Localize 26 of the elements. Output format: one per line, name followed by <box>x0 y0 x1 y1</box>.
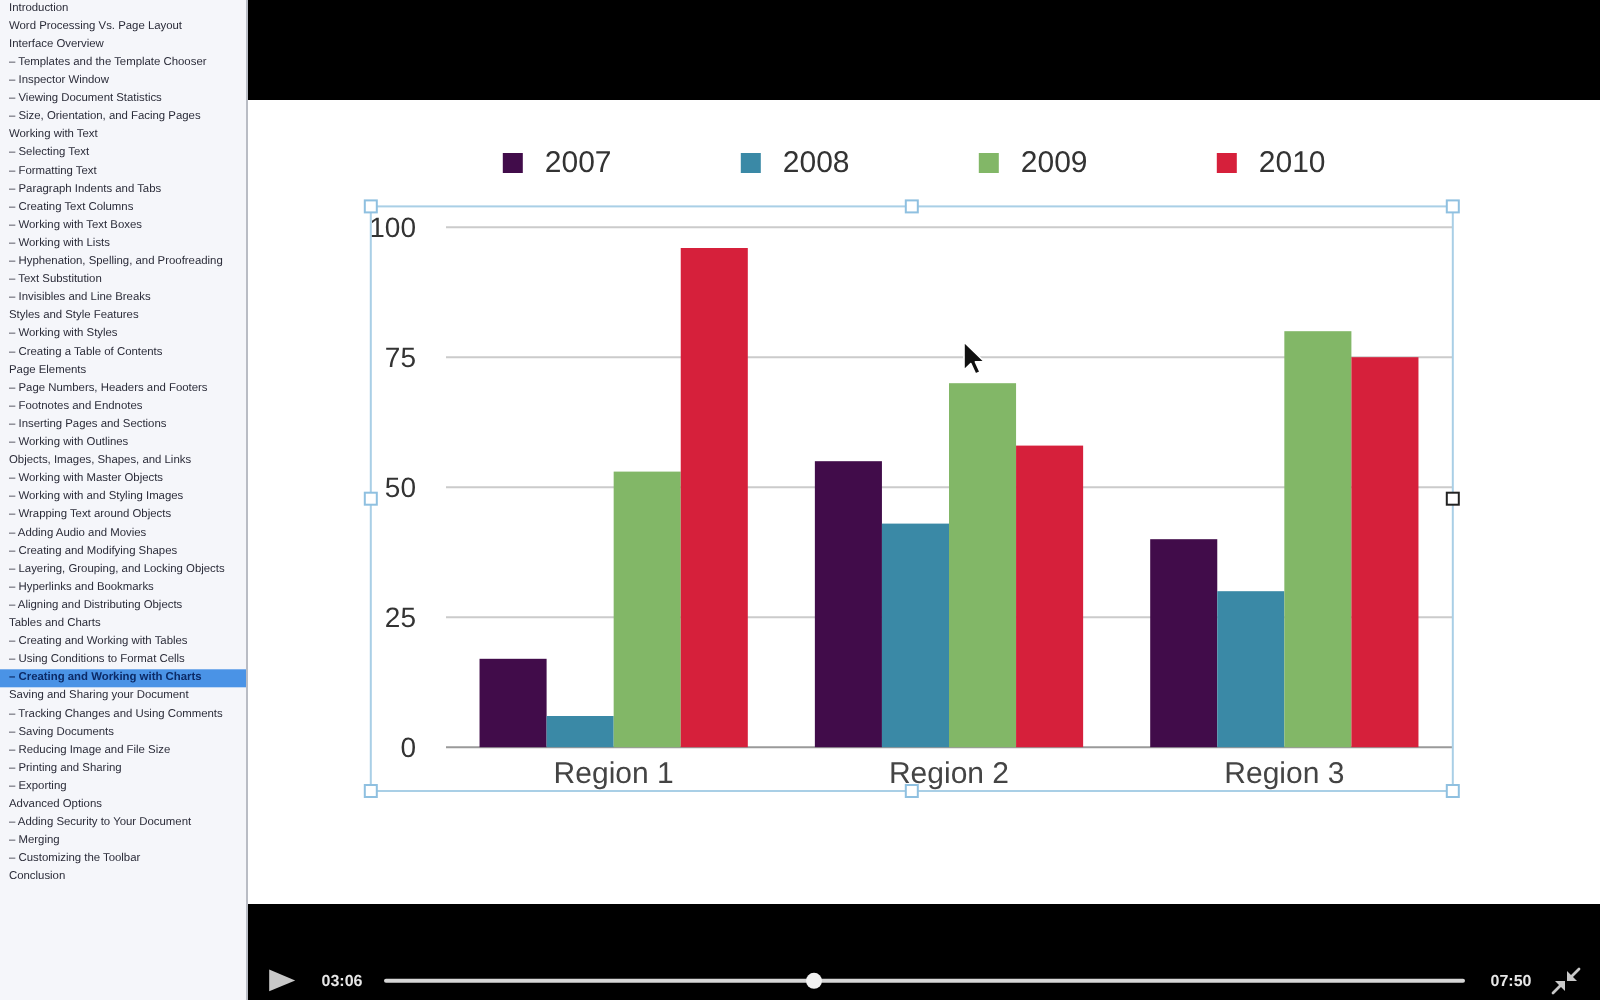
legend-label: 2009 <box>1020 146 1088 180</box>
x-tick-label: Region 2 <box>888 757 1010 791</box>
bar <box>1150 539 1218 748</box>
bar <box>1351 357 1419 748</box>
bar <box>949 383 1017 748</box>
bar <box>680 248 748 748</box>
y-tick-label: 25 <box>384 601 417 634</box>
bar <box>613 471 681 748</box>
bar <box>1284 331 1352 748</box>
text: 03:06 <box>321 971 364 990</box>
bar <box>1217 591 1285 748</box>
bar <box>881 523 949 748</box>
x-tick-label: Region 1 <box>553 757 674 791</box>
bar <box>546 716 614 748</box>
bar <box>1016 445 1084 748</box>
legend-label: 2008 <box>782 146 850 180</box>
y-tick-label: 100 <box>369 211 417 244</box>
x-tick-label: Region 3 <box>1224 757 1345 791</box>
legend-label: 2007 <box>544 146 612 180</box>
legend-label: 2010 <box>1258 146 1326 180</box>
y-tick-label: 0 <box>400 731 417 764</box>
text: 07:50 <box>1490 971 1533 990</box>
y-tick-label: 50 <box>384 471 417 504</box>
bar <box>479 658 547 748</box>
bar <box>814 461 882 748</box>
y-tick-label: 75 <box>384 341 417 374</box>
